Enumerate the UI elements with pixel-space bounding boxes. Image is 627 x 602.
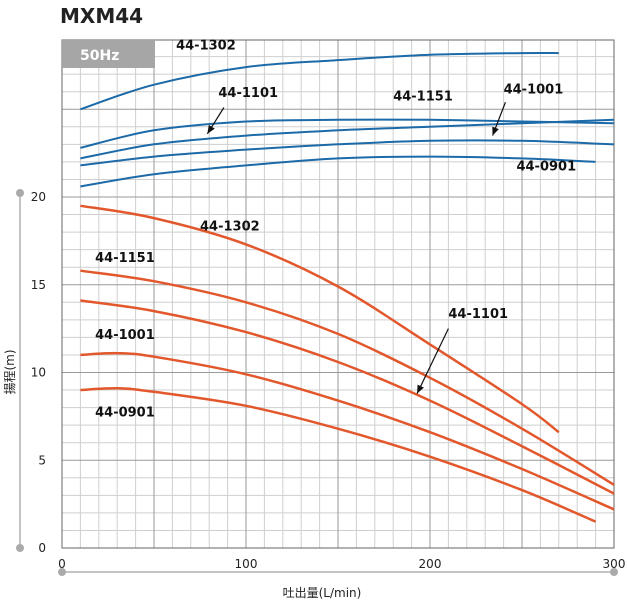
curve-label: 44-1101 [218,86,278,101]
x-tick-label: 100 [235,557,258,571]
arrow-line [416,328,449,394]
head-curve-44-1101 [80,299,615,495]
major-grid [62,40,614,548]
curve-label: 44-1302 [176,39,236,54]
y-tick-label: 20 [31,190,46,204]
curve-label: 44-0901 [95,405,155,420]
curve-label: 44-1151 [95,251,155,266]
curve-label: 44-1001 [95,328,155,343]
efficiency-curve-44-0901 [80,155,596,188]
y-tick-label: 15 [31,278,46,292]
head-curve-44-1001 [80,351,615,511]
curve-label: 44-1151 [393,89,453,104]
efficiency-curve-44-1151 [80,118,615,149]
x-tick-label: 0 [58,557,66,571]
efficiency-curve-44-1101 [80,118,615,160]
y-tick-label: 0 [38,541,46,555]
frequency-badge-label: 50Hz [80,48,119,64]
frequency-badge-bg [62,40,155,68]
efficiency-curve-44-1001 [80,139,615,167]
y-axis-top-dot [16,189,24,197]
y-axis-label: 揚程(m) [2,349,17,394]
x-tick-label: 300 [603,557,626,571]
x-axis-right-dot [610,568,618,576]
curve-label: 44-1302 [200,219,260,234]
arrow-head [417,384,424,394]
head-curve-44-1151 [80,269,615,486]
curve-labels: 44-1302 44-1101 44-1151 44-1001 44-0901 44-13… [95,39,576,421]
arrow-head [492,126,499,136]
head-curve-44-0901 [80,387,597,523]
x-tick-labels: 0 100 200 300 [58,557,625,571]
callout-arrows [206,102,506,394]
y-axis-bottom-dot [16,544,24,552]
efficiency-curves [80,51,615,188]
head-curves [80,204,615,523]
y-tick-label: 5 [38,453,46,467]
chart-title: MXM44 [60,4,144,28]
plot-frame [61,39,615,549]
curve-label: 44-1001 [504,82,564,97]
curve-label: 44-1101 [448,307,508,322]
head-curve-44-1302 [80,204,560,434]
efficiency-curve-44-1302 [80,51,559,111]
x-axis-left-dot [58,568,66,576]
curve-label: 44-0901 [516,160,576,175]
y-tick-labels: 0 5 10 15 20 [31,190,46,555]
x-axis-label: 吐出量(L/min) [283,586,362,600]
x-tick-label: 200 [419,557,442,571]
frequency-badge: 50Hz [62,40,155,68]
y-tick-label: 10 [31,366,46,380]
arrow-head [207,124,215,134]
